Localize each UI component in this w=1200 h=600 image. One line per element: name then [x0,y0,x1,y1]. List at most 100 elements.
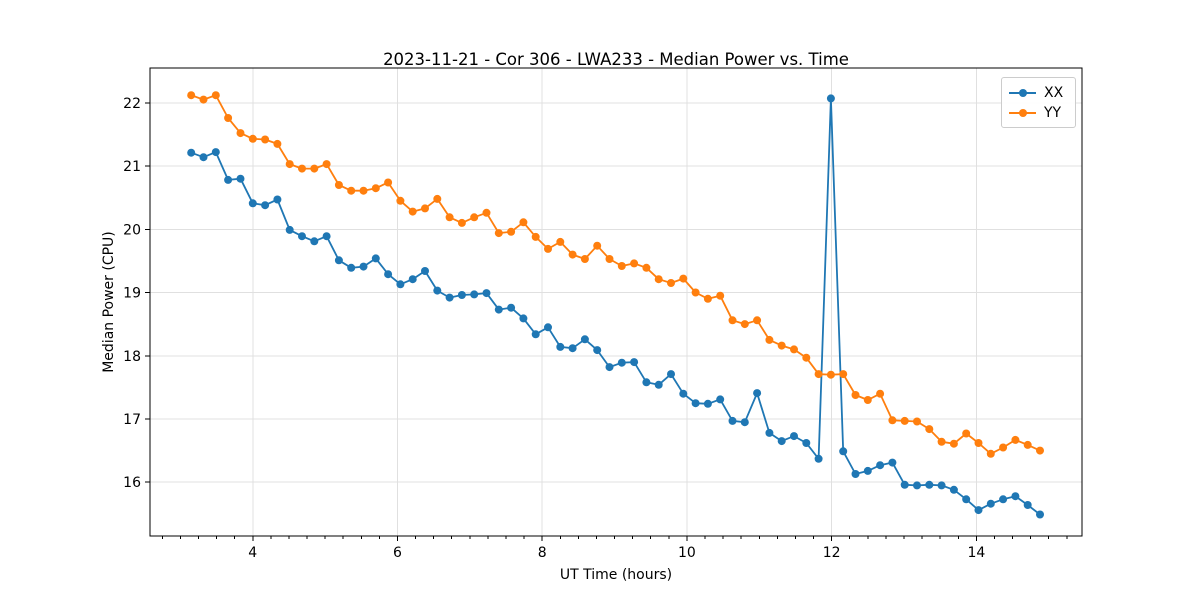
legend-line-yy-icon [1009,106,1036,120]
data-point-XX [1036,510,1044,519]
axes-spines [149,67,1083,537]
data-point-XX [790,432,798,441]
data-point-XX [531,330,540,339]
y-axis-label: Median Power (CPU) [101,231,117,373]
data-point-XX [814,454,823,463]
x-tick-label: 6 [393,545,402,561]
series-YY-line [190,94,1041,455]
data-point-XX [703,399,712,408]
data-point-XX [765,428,774,437]
data-point-XX [580,335,589,344]
data-point-YY [507,227,516,236]
data-point-YY [494,229,503,238]
y-tick-label: 20 [123,222,141,238]
series-XX-line [190,97,1041,516]
data-point-XX [568,344,577,353]
data-point-XX [457,291,466,299]
data-point-XX [371,254,380,263]
data-point-XX [630,358,639,367]
data-point-XX [728,416,737,425]
data-point-YY [384,178,393,187]
y-tick-label: 19 [123,286,141,302]
data-point-YY [703,294,712,303]
data-point-XX [445,293,454,302]
data-point-YY [261,135,270,144]
data-point-YY [925,425,934,434]
data-point-XX [544,323,552,332]
x-axis-label: UT Time (hours) [559,567,673,583]
chart-title: 2023-11-21 - Cor 306 - LWA233 - Median P… [383,50,849,69]
data-point-XX [482,289,491,298]
data-point-YY [999,443,1008,452]
y-tick-label: 21 [123,159,141,175]
data-point-YY [826,370,835,379]
data-point-YY [285,160,294,169]
data-point-XX [187,148,196,157]
data-point-YY [482,208,491,217]
data-point-YY [974,439,983,447]
data-point-YY [839,370,848,379]
data-point-XX [556,342,565,351]
data-point-XX [900,480,909,489]
data-point-XX [691,399,700,408]
data-point-XX [937,481,946,490]
data-point-YY [310,164,319,173]
data-point-YY [986,449,995,458]
data-point-XX [396,280,405,289]
data-point-XX [605,363,614,372]
data-point-YY [777,341,786,350]
data-point-YY [211,91,220,100]
data-point-XX [494,305,503,314]
data-point-YY [617,262,626,270]
data-point-XX [974,506,983,515]
data-point-XX [777,437,786,446]
data-point-YY [298,164,306,173]
legend-line-xx-icon [1009,86,1036,100]
data-point-XX [519,314,528,323]
data-point-YY [679,274,688,283]
data-point-YY [544,244,552,253]
x-tick-label: 8 [538,545,547,561]
data-point-YY [913,417,921,426]
data-point-XX [359,262,368,271]
legend-label-yy: YY [1044,105,1062,121]
data-point-XX [322,232,331,241]
data-point-YY [568,250,577,259]
data-point-XX [224,175,233,184]
data-point-XX [199,153,208,162]
data-point-YY [630,259,639,268]
data-point-YY [1011,435,1020,444]
data-point-YY [740,320,749,329]
data-point-YY [248,134,257,143]
data-point-YY [1023,440,1032,449]
y-tick-label: 17 [123,412,141,428]
data-point-XX [347,263,356,272]
data-point-YY [851,391,860,399]
data-point-XX [261,201,270,210]
data-point-XX [863,466,872,475]
legend-item-yy: YY [1009,103,1075,123]
data-point-YY [433,194,442,203]
y-tick-label: 16 [123,475,141,491]
data-point-YY [753,316,762,325]
data-point-YY [937,437,946,446]
data-point-XX [740,418,749,427]
data-point-XX [408,275,417,284]
data-point-XX [826,94,835,103]
data-point-YY [322,160,331,169]
data-point-XX [384,270,393,279]
data-point-XX [298,232,306,241]
data-point-YY [802,353,811,362]
data-point-XX [248,199,257,208]
data-point-XX [876,461,885,470]
data-point-YY [949,439,958,448]
data-point-XX [617,358,626,367]
data-point-YY [790,345,798,354]
y-tick-label: 18 [123,349,141,365]
data-point-YY [1036,446,1044,455]
data-point-XX [679,389,688,398]
data-point-YY [421,204,429,213]
data-point-YY [962,429,971,438]
data-point-XX [1011,492,1020,501]
